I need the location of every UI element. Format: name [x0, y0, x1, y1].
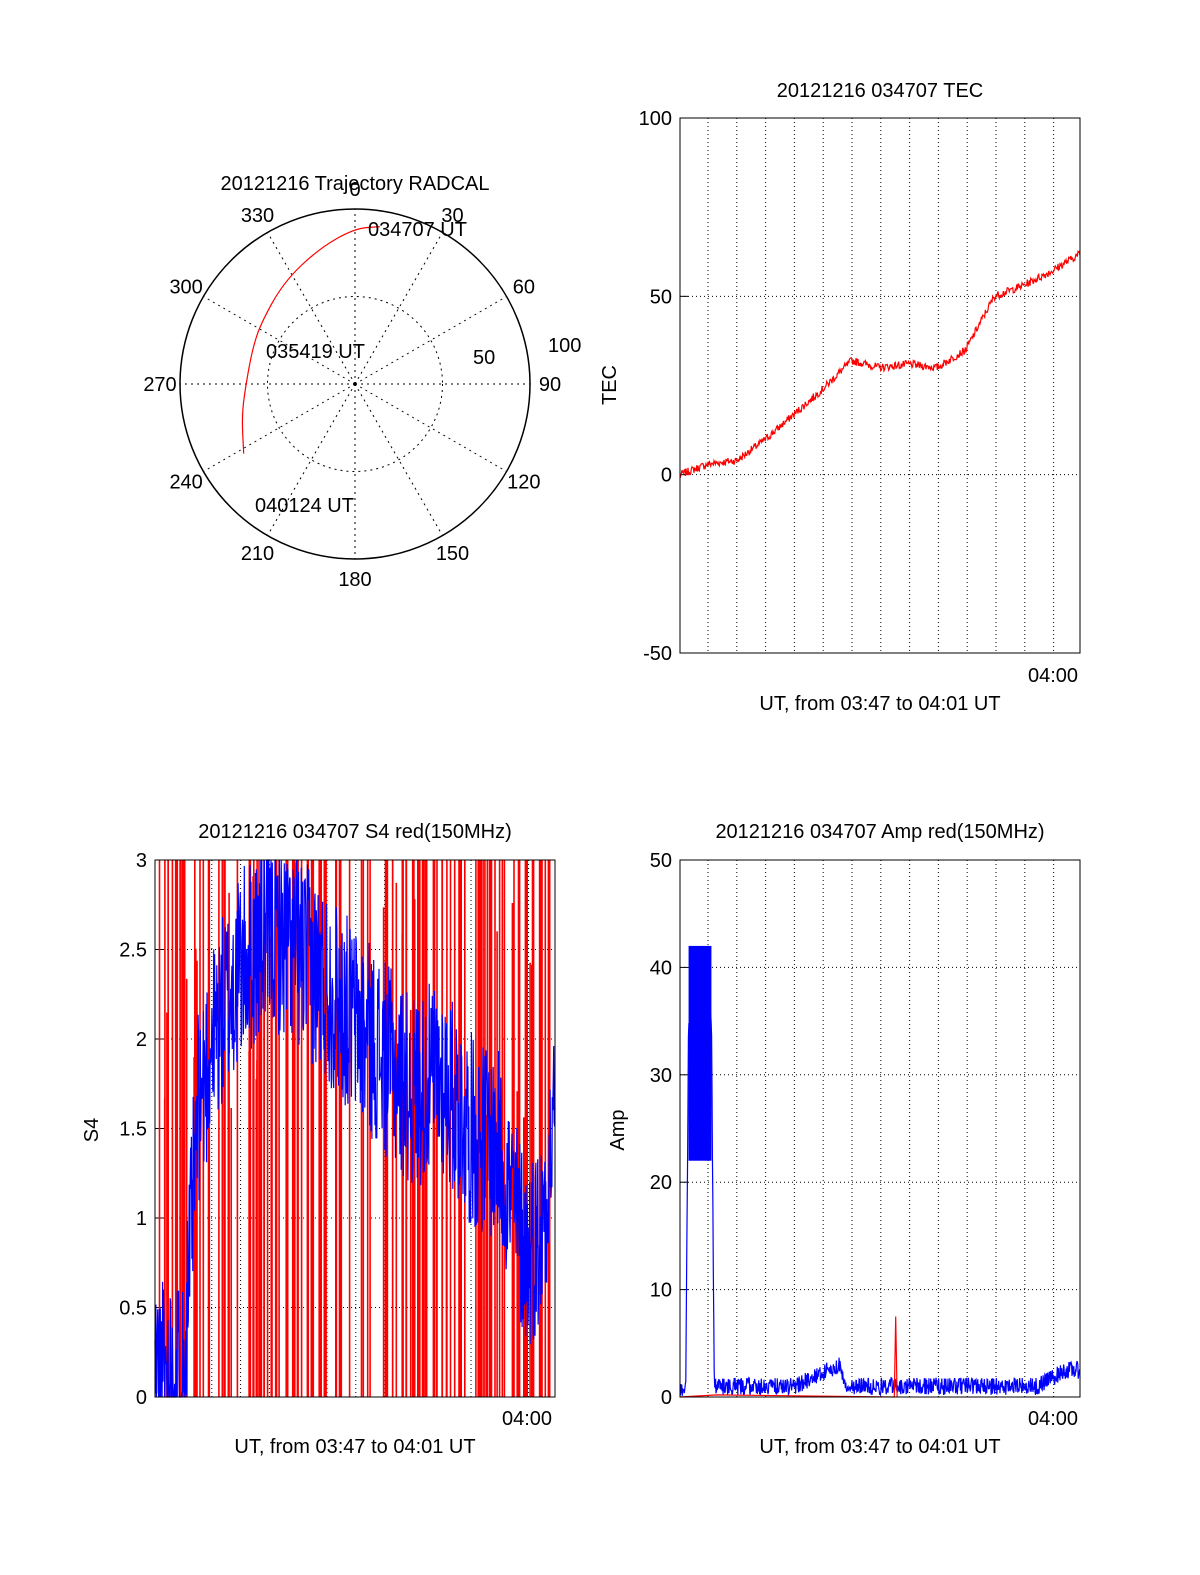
- amp-plot-frame: [679, 859, 1081, 1398]
- polar-ring-50: [267, 296, 443, 472]
- azimuth-label: 150: [436, 543, 469, 565]
- ytick-label: 0: [661, 1387, 672, 1409]
- s4-xlabel: UT, from 03:47 to 04:01 UT: [234, 1436, 475, 1458]
- ytick-label: 50: [650, 850, 672, 872]
- azimuth-label: 210: [241, 543, 274, 565]
- amp-ytick-labels: 0 10 20 30 40 50: [650, 850, 672, 1409]
- ytick-label: 20: [650, 1172, 672, 1194]
- s4-ylabel: S4: [81, 1118, 103, 1142]
- polar-spoke: [203, 383, 356, 472]
- tec-xlabel: UT, from 03:47 to 04:01 UT: [759, 693, 1000, 715]
- polar-spoke: [203, 296, 356, 385]
- azimuth-label: 90: [539, 374, 561, 396]
- ytick-label: 2: [136, 1029, 147, 1051]
- azimuth-label: 120: [507, 472, 540, 494]
- tec-xtick-label: 04:00: [1028, 665, 1078, 687]
- azimuth-label: 300: [169, 277, 202, 299]
- tec-panel: 20121216 034707 TEC -50 0 50 100 04:00 UT, …: [599, 80, 1081, 715]
- polar-spoke: [267, 232, 356, 385]
- amp-xtick-label: 04:00: [1028, 1408, 1078, 1430]
- radial-label-100: 100: [548, 335, 581, 357]
- annotation-mid: 035419 UT: [266, 341, 365, 363]
- polar-title: 20121216 Trajectory RADCAL: [220, 173, 489, 195]
- annotation-end: 040124 UT: [255, 495, 354, 517]
- ytick-label: 50: [650, 286, 672, 308]
- s4-red-spike-lines: [158, 860, 551, 1397]
- tec-grid: [680, 117, 1080, 654]
- s4-panel: 20121216 034707 S4 red(150MHz) 0 0.5 1 1.5 2…: [81, 821, 556, 1458]
- polar-spoke: [354, 232, 443, 385]
- s4-xtick-label: 04:00: [502, 1408, 552, 1430]
- polar-spoke: [354, 383, 443, 536]
- polar-trajectory-panel: 20121216 Trajectory RADCAL 0 30 60 90 120 150…: [143, 173, 581, 591]
- ytick-label: 100: [639, 108, 672, 130]
- ytick-label: 2.5: [119, 940, 147, 962]
- amp-xlabel: UT, from 03:47 to 04:01 UT: [759, 1436, 1000, 1458]
- s4-plot-frame: [154, 859, 556, 1398]
- tec-ylabel: TEC: [599, 365, 621, 405]
- azimuth-label: 60: [513, 277, 535, 299]
- tec-series-line: [679, 250, 1081, 479]
- ytick-label: 1: [136, 1208, 147, 1230]
- ytick-label: 1.5: [119, 1119, 147, 1141]
- amp-grid: [680, 859, 1080, 1398]
- trajectory-line: [241, 226, 380, 454]
- radial-label-50: 50: [473, 347, 495, 369]
- ytick-label: 0: [661, 465, 672, 487]
- polar-spoke: [354, 296, 507, 385]
- amp-panel: 20121216 034707 Amp red(150MHz) 0 10 20 30 4…: [607, 821, 1081, 1458]
- amp-blue-series: [679, 1013, 1081, 1397]
- polar-spoke: [267, 383, 356, 536]
- ytick-label: 10: [650, 1280, 672, 1302]
- azimuth-label: 0: [349, 179, 360, 201]
- tec-ytick-labels: -50 0 50 100: [639, 108, 672, 665]
- ytick-label: 40: [650, 957, 672, 979]
- amp-blue-band: [688, 945, 712, 1161]
- ytick-label: 0: [136, 1387, 147, 1409]
- tec-plot-frame: [679, 117, 1081, 654]
- amp-title: 20121216 034707 Amp red(150MHz): [715, 821, 1044, 843]
- annotation-start: 034707 UT: [368, 219, 467, 241]
- amp-ylabel: Amp: [607, 1109, 629, 1150]
- tec-title: 20121216 034707 TEC: [777, 80, 983, 102]
- azimuth-labels: 0 30 60 90 120 150 180 210 240 270 300 330: [143, 179, 561, 591]
- polar-grid: [179, 208, 531, 560]
- ytick-label: 30: [650, 1065, 672, 1087]
- azimuth-label: 30: [441, 205, 463, 227]
- s4-title: 20121216 034707 S4 red(150MHz): [198, 821, 512, 843]
- azimuth-label: 180: [338, 569, 371, 591]
- ytick-label: 0.5: [119, 1298, 147, 1320]
- polar-spoke: [354, 383, 507, 472]
- s4-ytick-labels: 0 0.5 1 1.5 2 2.5 3: [119, 850, 147, 1409]
- ytick-label: 3: [136, 850, 147, 872]
- ytick-label: -50: [643, 643, 672, 665]
- s4-blue-series: [154, 859, 556, 1398]
- azimuth-label: 240: [169, 472, 202, 494]
- s4-red-spikes: [158, 860, 551, 1397]
- azimuth-label: 270: [143, 374, 176, 396]
- azimuth-label: 330: [241, 205, 274, 227]
